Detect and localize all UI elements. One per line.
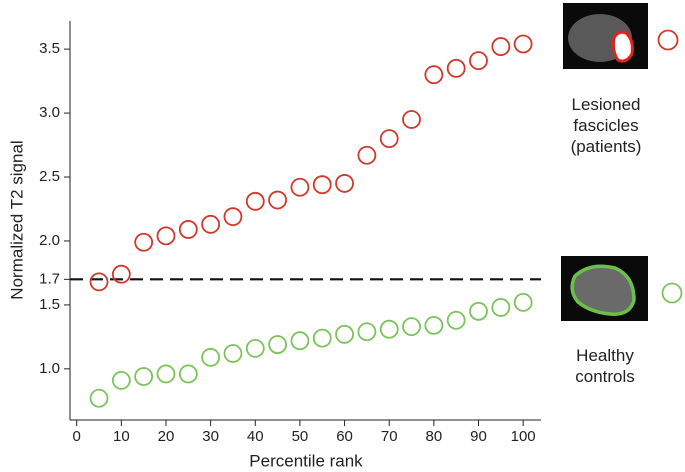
data-point xyxy=(245,191,265,211)
data-point xyxy=(469,51,488,71)
legend-label: Healthy controls xyxy=(575,346,635,386)
x-tick-label: 40 xyxy=(247,428,264,445)
data-point xyxy=(357,322,377,342)
data-point xyxy=(379,129,399,149)
data-point xyxy=(290,177,310,197)
data-point xyxy=(268,190,287,210)
data-point xyxy=(201,347,221,367)
x-tick-label: 100 xyxy=(511,428,536,445)
data-point xyxy=(402,317,421,337)
data-point xyxy=(223,344,243,363)
legend-marker xyxy=(657,29,679,51)
data-point xyxy=(491,37,511,56)
data-point xyxy=(89,272,109,292)
data-point xyxy=(178,220,198,239)
data-point xyxy=(513,34,533,54)
lesion-thumbnail xyxy=(563,3,648,69)
data-point xyxy=(446,58,466,78)
data-point xyxy=(156,364,176,384)
x-tick-label: 70 xyxy=(381,428,398,445)
data-point xyxy=(245,338,265,358)
y-axis-label: Normalized T2 signal xyxy=(7,140,26,299)
x-tick-label: 60 xyxy=(336,428,353,445)
data-point xyxy=(491,298,511,317)
data-point xyxy=(312,328,332,348)
data-point xyxy=(379,319,399,339)
data-point xyxy=(424,65,444,85)
y-tick-label: 1.7 xyxy=(39,270,60,287)
data-point xyxy=(335,174,354,193)
x-tick-label: 80 xyxy=(426,428,443,445)
y-tick-label: 2.5 xyxy=(39,168,60,185)
y-tick-label: 1.5 xyxy=(39,296,60,313)
data-point xyxy=(223,207,243,227)
data-point xyxy=(469,301,488,321)
x-axis-label: Percentile rank xyxy=(249,451,363,470)
data-point xyxy=(446,310,466,330)
data-point xyxy=(134,232,154,252)
data-point xyxy=(513,292,533,312)
x-tick-label: 20 xyxy=(158,428,175,445)
healthy-thumbnail xyxy=(561,256,648,321)
data-point xyxy=(111,370,131,390)
data-point xyxy=(268,335,287,354)
data-point xyxy=(89,388,109,408)
data-point xyxy=(335,324,354,344)
x-tick-label: 10 xyxy=(113,428,130,445)
y-tick-label: 2.0 xyxy=(39,232,60,249)
x-tick-label: 0 xyxy=(73,428,81,445)
legend-label: Lesioned fascicles (patients) xyxy=(570,95,642,156)
x-tick-label: 30 xyxy=(202,428,219,445)
x-tick-label: 50 xyxy=(292,428,309,445)
data-point xyxy=(402,110,421,129)
data-point xyxy=(290,331,310,351)
y-tick-label: 3.5 xyxy=(39,40,60,57)
data-point xyxy=(312,175,332,195)
y-tick-label: 1.0 xyxy=(39,360,60,377)
x-tick-label: 90 xyxy=(470,428,487,445)
legend-marker xyxy=(661,282,683,304)
data-point xyxy=(156,226,176,246)
data-point xyxy=(111,264,131,284)
data-point xyxy=(357,145,377,165)
data-point xyxy=(178,364,198,384)
data-point xyxy=(134,367,154,386)
y-tick-label: 3.0 xyxy=(39,104,60,121)
data-point xyxy=(424,315,444,335)
data-point xyxy=(201,214,221,234)
